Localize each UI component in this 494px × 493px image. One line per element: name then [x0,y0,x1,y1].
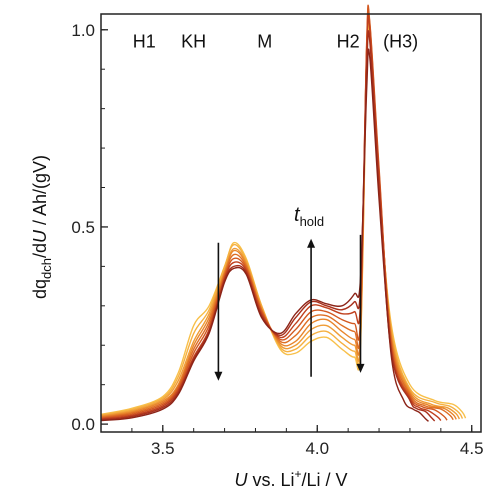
x-axis: 3.5 4.0 4.5 [100,425,484,458]
phase-label-h1: H1 [133,32,156,52]
t-hold-symbol: t [294,204,301,226]
arrow-head-3 [356,363,365,373]
y-axis-title: dqdch/dU / Ah/(gV) [30,155,54,299]
y-tick-label-1.0: 1.0 [71,21,95,40]
x-title-sup: + [294,467,301,481]
y-title-rest: / Ah/(gV) [30,155,50,230]
x-axis-title: U vs. Li+/Li / V [234,467,347,490]
y-title-sub: dch [39,258,54,279]
phase-label-h2: H2 [337,32,360,52]
y-tick-label-0.5: 0.5 [71,218,95,237]
series-line-4 [100,9,457,420]
x-title-rest: /Li / V [302,470,348,490]
phase-labels: H1 KH M H2 (H3) [133,32,418,52]
annotation-arrows [214,234,365,381]
phase-label-kh: KH [181,32,206,52]
phase-label-m: M [257,32,272,52]
series-line-1 [100,24,467,419]
series-layer [100,4,467,422]
series-line-6 [100,4,448,421]
series-line-8 [100,30,436,422]
series-line-9 [100,48,429,422]
x-tick-label-4.0: 4.0 [305,439,329,458]
y-title-d: /d [30,243,50,258]
x-title-vs: vs. Li [247,470,294,490]
x-title-u: U [234,470,248,490]
x-tick-label-3.5: 3.5 [151,439,175,458]
arrow-head-1 [214,371,223,381]
y-title-dq: dq [30,279,50,299]
y-title-u: U [30,229,50,243]
phase-label-h3: (H3) [383,32,418,52]
arrow-head-2 [307,238,316,248]
series-line-2 [100,19,464,419]
t-hold-annotation: thold [294,204,324,229]
t-hold-subscript: hold [300,214,325,229]
series-line-3 [100,13,460,420]
y-axis: 0.0 0.5 1.0 [71,21,108,434]
plot-frame [100,13,482,433]
y-tick-label-0.0: 0.0 [71,415,95,434]
x-tick-label-4.5: 4.5 [460,439,484,458]
series-line-7 [100,13,442,422]
series-line-5 [100,6,454,421]
